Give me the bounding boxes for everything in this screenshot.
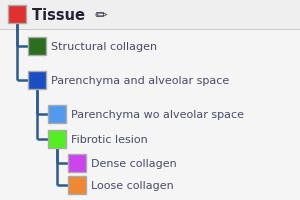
Text: Dense collagen: Dense collagen — [91, 158, 177, 168]
Bar — [0, 0, 300, 30]
Text: Tissue  ✏: Tissue ✏ — [32, 7, 107, 22]
Bar — [48, 105, 66, 123]
Bar — [68, 176, 86, 194]
Bar — [68, 154, 86, 172]
Bar — [28, 72, 46, 90]
Text: Loose collagen: Loose collagen — [91, 180, 174, 190]
Text: Parenchyma and alveolar space: Parenchyma and alveolar space — [51, 76, 229, 86]
Text: Parenchyma wo alveolar space: Parenchyma wo alveolar space — [71, 109, 244, 119]
Text: Fibrotic lesion: Fibrotic lesion — [71, 134, 148, 144]
Bar — [28, 38, 46, 56]
Bar — [48, 130, 66, 148]
Text: Structural collagen: Structural collagen — [51, 42, 157, 52]
Bar — [8, 6, 26, 24]
